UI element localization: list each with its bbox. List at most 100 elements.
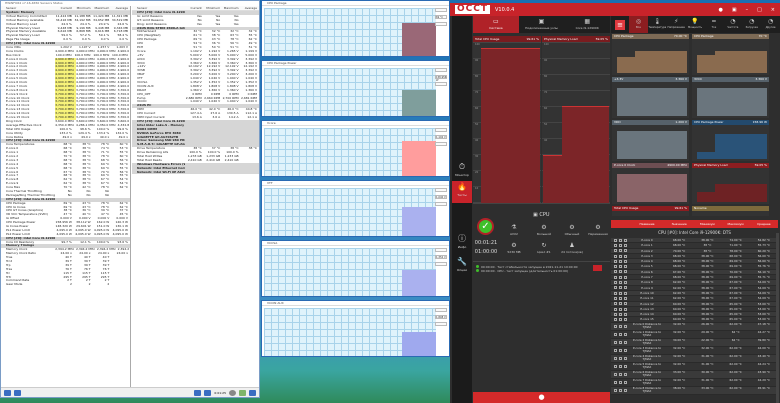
sensor-row[interactable]: Gear Mode 2 2 2: [1, 282, 130, 287]
sensor-row[interactable]: Core VIDs 1.202 V 1.197 V 1.257 V 1.203 V: [1, 45, 130, 50]
sensor-row[interactable]: Average Effective Clock 4,350.0 MHz 4,286.…: [1, 123, 130, 128]
pin-icon[interactable]: [619, 265, 622, 269]
monitor-tab-2[interactable]: ⚡ Напряжение: [667, 16, 686, 33]
column-header[interactable]: Minimum: [76, 6, 91, 10]
sensor-row[interactable]: Trc 115 T 115 T 115 T: [1, 271, 130, 276]
graph-toggle-icon[interactable]: [624, 281, 627, 285]
scale-max-field[interactable]: [435, 128, 447, 132]
sensor-row[interactable]: Tras 76 T 76 T 76 T: [1, 267, 130, 272]
graph-toggle-icon[interactable]: [624, 318, 627, 322]
sensor-row[interactable]: E-core 8 Clock 3,700.0 MHz 3,700.0 MHz 3,70…: [1, 88, 130, 93]
sensor-row[interactable]: DRAM 1.360 V 1.360 V 1.360 V 1.360 V: [132, 88, 259, 93]
column-header[interactable]: Среднее: [757, 222, 771, 226]
row-checkbox[interactable]: [614, 348, 617, 352]
graph-toggle-icon[interactable]: [624, 312, 627, 316]
report-icon[interactable]: [204, 389, 212, 396]
pin-icon[interactable]: [619, 388, 622, 392]
sensor-row[interactable]: P-core 6 Clock 4,900.0 MHz 4,900.0 MHz 4,90…: [1, 80, 130, 85]
sensor-group[interactable]: CPU [#0]: Intel Core i9-12900K: C-State …: [1, 236, 130, 241]
sensor-row[interactable]: CPU Current 127.4 A 27.6 A 130.5 A 112.1 A: [132, 111, 259, 116]
sensor-row[interactable]: Page File Usage 0.0 % 0.0 % 0.0 % 0.0 %: [1, 37, 130, 42]
sensor-pane-right[interactable]: Sensor Current Minimum Maximum Average CPU [#…: [132, 6, 259, 387]
row-checkbox[interactable]: [614, 318, 617, 322]
auto-fit-button[interactable]: [435, 262, 447, 266]
scale-max-field[interactable]: [435, 68, 447, 72]
sensor-row[interactable]: VBAT 3.200 V 3.200 V 3.200 V 3.200 V: [132, 72, 259, 77]
sensor-row[interactable]: Trcd 39 T 39 T 39 T: [1, 259, 130, 264]
tab-0[interactable]: ▭ Система: [473, 16, 519, 33]
close-icon[interactable]: ×: [770, 6, 775, 13]
graph-toggle-icon[interactable]: [624, 254, 627, 258]
sensor-group[interactable]: NVIDIA GeForce RTX 3080: [132, 131, 259, 136]
sensor-group[interactable]: Network: Intel Wi-Fi 6E AX210: [132, 170, 259, 175]
graph-toggle-icon[interactable]: [624, 388, 627, 392]
tab-1[interactable]: ▣ Подключенные узлы: [519, 16, 565, 33]
table-row[interactable]: P-core 1 Distance to TjMAX 32.00 °C 29.00 …: [611, 330, 778, 339]
pin-icon[interactable]: [619, 259, 622, 263]
table-row[interactable]: E-core 11 62.00 °C 38.00 °C 67.00 °C 54.09 °…: [611, 296, 778, 302]
pin-icon[interactable]: [619, 291, 622, 295]
scale-max-field[interactable]: [435, 188, 447, 192]
sensor-row[interactable]: Core Temperatures 68 °C 38 °C 78 °C 60 °C: [1, 142, 130, 147]
sensor-row[interactable]: E-core 12 Clock 3,700.0 MHz 3,700.0 MHz 3,7…: [1, 103, 130, 109]
table-row[interactable]: P-core 1 68.00 °C 38 °C 71.00 °C 55.73 °C: [611, 243, 778, 249]
sensor-row[interactable]: P-core 7 68 °C 38 °C 69 °C 55 °C: [1, 174, 130, 178]
auto-fit-button[interactable]: [435, 22, 447, 26]
sensor-row[interactable]: Physical Memory Load 59.0 % 57.2 % 59.1 % 58…: [1, 33, 130, 38]
row-checkbox[interactable]: [614, 291, 617, 295]
sensor-row[interactable]: Ring Clock 3,600.0 MHz 3,600.0 MHz 3,600.0 …: [1, 119, 130, 124]
sensor-row[interactable]: P-core 4 68 °C 38 °C 69 °C 56 °C: [1, 162, 130, 167]
table-row[interactable]: P-core 0 Distance to TjMAX 32.00 °C 26.00 …: [611, 322, 778, 331]
test-option-button[interactable]: ♟ 24 потока(ов): [559, 242, 585, 254]
nav-left-icon[interactable]: [4, 389, 11, 396]
test-option-button[interactable]: ⚙ Большой: [531, 224, 557, 236]
sensor-row[interactable]: Total Host Writes 1,233 GB 1,233 GB 1,233 G…: [132, 154, 259, 159]
sidebar-item-options[interactable]: 🔧 Опции: [452, 256, 472, 278]
sensor-row[interactable]: Physical Memory Available 6,616 MB 6,868 M…: [1, 30, 130, 34]
graph-toggle-icon[interactable]: [624, 348, 627, 352]
table-row[interactable]: P-core 4 Distance to TjMAX 32.00 °C 31.00 …: [611, 354, 778, 363]
sensor-group[interactable]: Network: Intel Ethernet Controller I225-…: [132, 166, 259, 171]
pin-icon[interactable]: [619, 275, 622, 279]
menu-button[interactable]: ≡: [615, 19, 625, 30]
sensor-row[interactable]: P-core 3 68 °C 38 °C 68 °C 56 °C: [1, 158, 130, 163]
pin-icon[interactable]: [619, 356, 622, 360]
table-row[interactable]: P-core 5 68.00 °C 38.00 °C 69.00 °C 55.76 °C: [611, 264, 778, 270]
graph-toggle-icon[interactable]: [624, 372, 627, 376]
row-checkbox[interactable]: [614, 296, 617, 300]
table-row[interactable]: P-core 3 Distance to TjMAX 32.00 °C 32.00 …: [611, 346, 778, 355]
table-row[interactable]: P-core 2 70.00 °C 38 °C 78.00 °C 60.20 °C: [611, 248, 778, 254]
sensor-row[interactable]: Core Utility 133.2 % 129.4 % 133.2 % 132.0 %: [1, 131, 130, 136]
graph-toggle-icon[interactable]: [624, 307, 627, 311]
sidebar-item-monitor[interactable]: ⏱ Монитор: [452, 161, 472, 183]
graph-toggle-icon[interactable]: [624, 332, 627, 336]
sensor-row[interactable]: CPU 54 °C 36 °C 56 °C 49 °C: [132, 41, 259, 46]
column-header[interactable]: Минимум: [699, 222, 715, 226]
graph-toggle-icon[interactable]: [624, 238, 627, 242]
sensor-row[interactable]: CPU IA Cores 69 °C 43 °C 78 °C 62 °C: [1, 205, 130, 210]
column-header[interactable]: Current: [60, 6, 72, 10]
monitor-tab-1[interactable]: 🌡 Температура: [648, 16, 667, 33]
table-row[interactable]: E-core 8 62.00 °C 38.00 °C 67.00 °C 54.09 °C: [611, 280, 778, 286]
sensor-row[interactable]: Ring: Limit Reasons Yes Yes Yes: [132, 22, 259, 27]
table-scrollbar[interactable]: [776, 233, 779, 403]
monitor-tab-3[interactable]: 💡 Мощность: [686, 16, 705, 33]
sensor-row[interactable]: Total CPU Usage 100.0 % 98.6 % 100.0 % 99.6 …: [1, 127, 130, 132]
sensor-row[interactable]: AVCC 3.392 V 3.392 V 3.392 V 3.392 V: [132, 57, 259, 62]
sensor-row[interactable]: +5V 5.000 V 5.000 V 5.000 V 5.000 V: [132, 53, 259, 58]
table-row[interactable]: P-core 5 Distance to TjMAX 32.00 °C 31.00 …: [611, 362, 778, 371]
row-checkbox[interactable]: [614, 249, 617, 253]
sensor-row[interactable]: E-core 10 Clock 3,700.0 MHz 3,700.0 MHz 3,7…: [1, 96, 130, 101]
sensor-group[interactable]: GIGABYTE GP-AG70S2TB: [132, 135, 259, 140]
sensor-row[interactable]: E-core 9 62 °C 38 °C 67 °C 54 °C: [1, 181, 130, 186]
sensor-row[interactable]: Virtual Memory Load 24.9 % 24.4 % 24.9 % 24.…: [1, 22, 130, 27]
sensor-group[interactable]: CPU [#0]: Intel Core i9-12900K: Performa…: [132, 11, 259, 15]
sensor-row[interactable]: Drive Remaining Life 100.0 % 100.0 % 100.0 …: [132, 150, 259, 155]
graph-toggle-icon[interactable]: [624, 259, 627, 263]
test-option-button[interactable]: ⚙ 5230 MB: [501, 242, 527, 254]
sensor-row[interactable]: CPU Package 69 °C 43 °C 78 °C 62 °C: [132, 37, 259, 42]
test-option-button[interactable]: ⚙ Обычный: [559, 224, 585, 236]
sensor-row[interactable]: +12V 12.192 V 12.192 V 12.192 V 12.192 V: [132, 65, 259, 69]
clear-log-button[interactable]: [593, 265, 602, 271]
monitor-tab-5[interactable]: ◔ Частота: [723, 16, 742, 33]
